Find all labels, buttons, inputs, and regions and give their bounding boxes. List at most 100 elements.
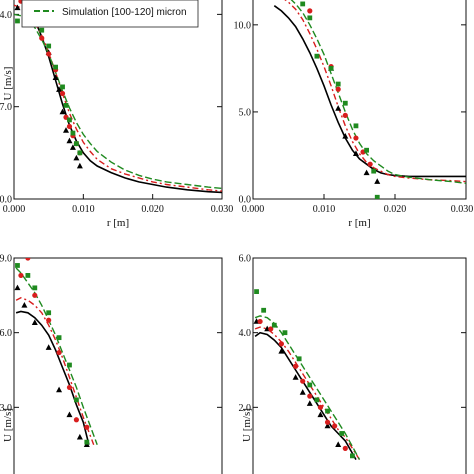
chart-panel-2: 0.0 5.0 10.0 0.000 0.010 0.020 0.030 r [m] (234, 0, 474, 229)
series-line-black (254, 331, 357, 460)
data-point-square (353, 123, 359, 129)
data-point-triangle (306, 400, 313, 406)
data-point-square (67, 362, 72, 368)
data-point-triangle (335, 105, 342, 111)
data-point-square (325, 408, 330, 414)
data-point-square (60, 84, 65, 90)
data-point-triangle (69, 144, 76, 150)
series-group (14, 0, 222, 194)
x-tick-label: 0.000 (3, 204, 26, 215)
data-point-circle (32, 292, 38, 298)
data-point-square (328, 65, 334, 71)
chart-panel-3: 3.0 6.0 9.0 U [m/s] (0, 254, 223, 474)
data-point-circle (342, 112, 348, 118)
data-point-square (339, 431, 345, 436)
series-line-red (284, 0, 466, 183)
data-point-square (77, 150, 83, 156)
data-point-square (364, 147, 369, 153)
series-line-green (14, 13, 222, 190)
data-point-square (307, 382, 313, 388)
data-point-triangle (342, 133, 349, 139)
data-point-circle (307, 393, 313, 399)
data-point-triangle (76, 433, 83, 440)
y-axis-label: U [m/s] (241, 408, 253, 442)
data-point-circle (257, 318, 263, 325)
plot-frame (13, 257, 223, 474)
data-point-triangle (52, 74, 59, 80)
data-point-circle (335, 86, 341, 92)
data-point-circle (307, 8, 313, 14)
data-point-square (74, 397, 79, 403)
data-point-square (314, 397, 320, 403)
y-tick-label: 2.0 (239, 403, 252, 414)
data-point-square (282, 330, 288, 336)
data-point-square (374, 194, 380, 199)
data-point-square (314, 53, 320, 59)
x-axis-label: r [m] (348, 217, 370, 229)
data-point-square (46, 310, 52, 316)
data-point-square (271, 322, 277, 328)
y-tick-label: 6.0 (239, 254, 252, 265)
series-line-green (15, 267, 98, 445)
data-point-square (46, 43, 52, 49)
y-axis-label: U [m/s] (2, 408, 14, 442)
data-point-square (56, 335, 62, 341)
legend: Simulation [100-120] micron (21, 0, 199, 28)
data-point-square (74, 141, 79, 147)
data-point-triangle (14, 284, 21, 291)
data-point-circle (59, 90, 66, 97)
data-point-triangle (76, 162, 83, 169)
data-point-square (261, 307, 267, 313)
data-point-square (371, 168, 377, 174)
data-point-square (39, 27, 45, 33)
data-point-circle (342, 445, 348, 451)
data-point-triangle (56, 86, 63, 92)
data-point-triangle (299, 389, 306, 395)
data-point-square (300, 1, 306, 7)
data-point-circle (317, 404, 324, 410)
y-tick-label: 10.0 (234, 20, 252, 31)
y-axis-label: U [m/s] (2, 67, 14, 101)
data-point-triangle (374, 178, 381, 184)
data-point-circle (46, 317, 52, 323)
series-line-black (273, 5, 466, 178)
data-point-circle (300, 378, 306, 384)
y-tick-label: 5.0 (239, 107, 252, 118)
legend-box (21, 0, 199, 28)
data-point-triangle (278, 348, 285, 354)
x-tick-label: 0.010 (313, 204, 336, 215)
data-point-square (335, 81, 341, 87)
x-tick-label: 0.020 (384, 204, 407, 215)
data-point-triangle (59, 108, 66, 115)
data-point-circle (25, 258, 31, 261)
y-tick-label: 14.0 (0, 10, 12, 21)
series-line-red (14, 4, 222, 192)
y-tick-label: 6.0 (0, 328, 12, 339)
plot-frame (252, 0, 467, 200)
data-point-circle (332, 423, 338, 429)
data-point-square (350, 453, 355, 459)
data-point-square (15, 263, 20, 268)
data-point-circle (18, 272, 24, 279)
data-point-triangle (317, 411, 324, 418)
data-point-square (15, 18, 20, 24)
data-point-circle (56, 349, 62, 356)
data-point-square (70, 130, 76, 136)
x-tick-label: 0.030 (211, 204, 234, 215)
data-point-circle (278, 341, 284, 347)
data-point-triangle (66, 411, 73, 418)
data-point-triangle (21, 301, 28, 308)
x-tick-label: 0.020 (141, 204, 164, 215)
x-axis-label: r [m] (107, 217, 129, 229)
series-group (273, 0, 466, 199)
data-point-triangle (335, 441, 342, 447)
data-point-triangle (352, 150, 359, 157)
data-point-circle (39, 35, 45, 41)
y-tick-label: 0.0 (0, 195, 12, 206)
x-tick-label: 0.030 (451, 204, 474, 215)
data-point-circle (46, 51, 52, 57)
data-point-circle (293, 363, 299, 369)
data-point-circle (73, 417, 79, 423)
data-point-triangle (56, 386, 63, 393)
